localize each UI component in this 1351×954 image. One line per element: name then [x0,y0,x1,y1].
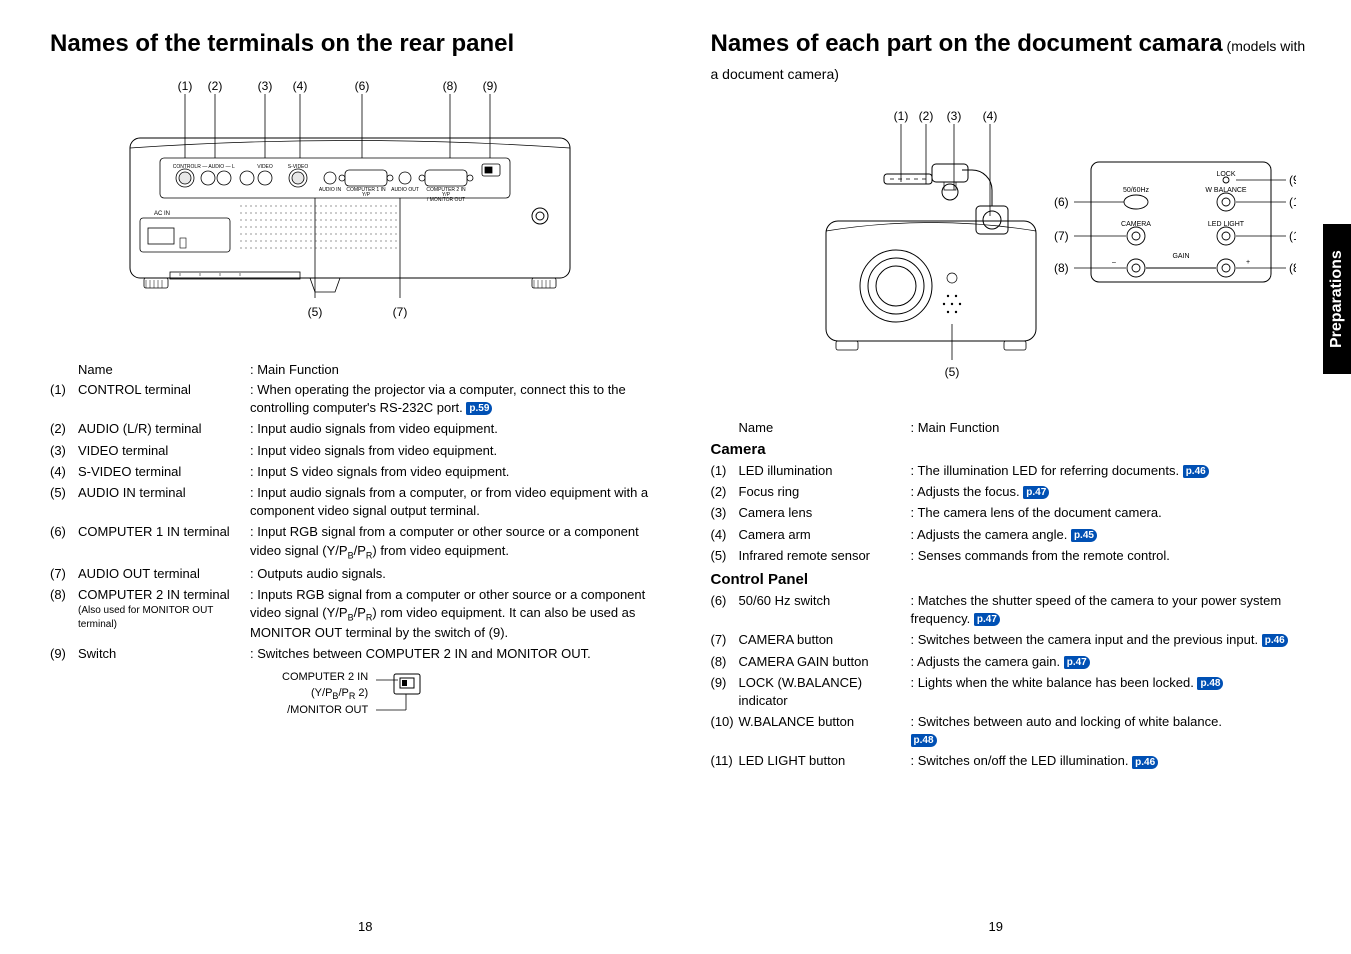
table-row: (7)CAMERA button: Switches between the c… [711,631,1312,649]
svg-text:(2): (2) [918,109,933,123]
table-row: (1)CONTROL terminal: When operating the … [50,381,651,417]
page-ref-badge: p.48 [911,734,937,747]
table-row: (3)VIDEO terminal: Input video signals f… [50,442,651,460]
svg-text:(6): (6) [355,79,370,93]
svg-text:Y/P: Y/P [362,192,371,198]
svg-text:(8): (8) [1289,261,1296,275]
page-ref-badge: p.47 [1023,486,1049,499]
table-row: (2)Focus ring: Adjusts the focus. p.47 [711,483,1312,501]
svg-text:VIDEO: VIDEO [257,164,273,170]
page-numbers: 18 19 [50,919,1311,934]
table-row: (1)LED illumination: The illumination LE… [711,462,1312,480]
svg-text:+: + [1246,259,1250,266]
table-row: (8)COMPUTER 2 IN terminal(Also used for … [50,586,651,643]
page-ref-badge: p.45 [1071,529,1097,542]
svg-text:GAIN: GAIN [1172,253,1189,260]
left-title: Names of the terminals on the rear panel [50,30,651,58]
left-rows: (1)CONTROL terminal: When operating the … [50,381,651,664]
svg-text:(8): (8) [443,79,458,93]
svg-text:AC IN: AC IN [154,211,170,217]
right-title: Names of each part on the document camar… [711,30,1312,86]
page-ref-badge: p.48 [1197,677,1223,690]
svg-text:(1): (1) [893,109,908,123]
page-ref-badge: p.46 [1132,756,1158,769]
table-row: (6)50/60 Hz switch: Matches the shutter … [711,592,1312,628]
page-ref-badge: p.46 [1262,634,1288,647]
table-row: (7)AUDIO OUT terminal: Outputs audio sig… [50,565,651,583]
table-row: (5)Infrared remote sensor: Senses comman… [711,547,1312,565]
svg-text:(2): (2) [208,79,223,93]
svg-text:AUDIO OUT: AUDIO OUT [391,187,419,193]
page-ref-badge: p.59 [466,402,492,415]
svg-text:/ MONITOR OUT: / MONITOR OUT [427,197,465,203]
svg-text:(3): (3) [258,79,273,93]
svg-text:(7): (7) [1054,229,1069,243]
svg-text:(5): (5) [944,365,959,379]
table-row: (2)AUDIO (L/R) terminal: Input audio sig… [50,420,651,438]
control-rows: (6)50/60 Hz switch: Matches the shutter … [711,592,1312,771]
camera-diagram: (1) (2) (3) (4) [711,106,1312,396]
svg-text:(9): (9) [1289,173,1296,187]
page-ref-badge: p.46 [1183,465,1209,478]
svg-text:(10): (10) [1289,195,1296,209]
control-subhead: Control Panel [711,571,1312,588]
table-row: (9)LOCK (W.BALANCE) indicator: Lights wh… [711,674,1312,710]
page-num-left: 18 [358,919,372,934]
svg-text:(1): (1) [178,79,193,93]
svg-text:(3): (3) [946,109,961,123]
table-row: (11)LED LIGHT button: Switches on/off th… [711,752,1312,770]
table-row: (4)S-VIDEO terminal: Input S video signa… [50,463,651,481]
page-num-right: 19 [989,919,1003,934]
page-ref-badge: p.47 [974,613,1000,626]
svg-text:(11): (11) [1289,229,1296,243]
table-row: (6)COMPUTER 1 IN terminal: Input RGB sig… [50,523,651,561]
svg-text:(9): (9) [483,79,498,93]
table-row: (3)Camera lens: The camera lens of the d… [711,504,1312,522]
camera-rows: (1)LED illumination: The illumination LE… [711,462,1312,565]
table-row: (10)W.BALANCE button: Switches between a… [711,713,1312,749]
table-row: (9)Switch: Switches between COMPUTER 2 I… [50,645,651,663]
svg-text:S-VIDEO: S-VIDEO [288,164,309,170]
camera-subhead: Camera [711,441,1312,458]
page-ref-badge: p.47 [1064,656,1090,669]
table-row: (5)AUDIO IN terminal: Input audio signal… [50,484,651,520]
table-row: (8)CAMERA GAIN button: Adjusts the camer… [711,653,1312,671]
table-row: (4)Camera arm: Adjusts the camera angle.… [711,526,1312,544]
svg-text:AUDIO IN: AUDIO IN [319,187,342,193]
switch-annotation: COMPUTER 2 IN (Y/PB/PR 2) /MONITOR OUT [282,670,651,719]
side-tab-preparations: Preparations [1323,224,1351,374]
svg-text:(7): (7) [393,305,408,319]
right-page: Names of each part on the document camar… [711,30,1312,909]
svg-text:–: – [1112,259,1116,266]
rear-panel-diagram: (1) (2) (3) (4) (6) (8) (9) [50,78,651,338]
right-table-header: Name : Main Function [711,420,1312,435]
svg-text:(5): (5) [308,305,323,319]
svg-text:(6): (6) [1054,195,1069,209]
svg-text:CONTROL: CONTROL [173,164,198,170]
svg-text:50/60Hz: 50/60Hz [1123,187,1150,194]
left-page: Names of the terminals on the rear panel… [50,30,651,909]
svg-text:(4): (4) [293,79,308,93]
svg-text:R — AUDIO — L: R — AUDIO — L [197,164,235,170]
svg-text:(4): (4) [982,109,997,123]
svg-text:(8): (8) [1054,261,1069,275]
left-table-header: Name : Main Function [50,362,651,377]
